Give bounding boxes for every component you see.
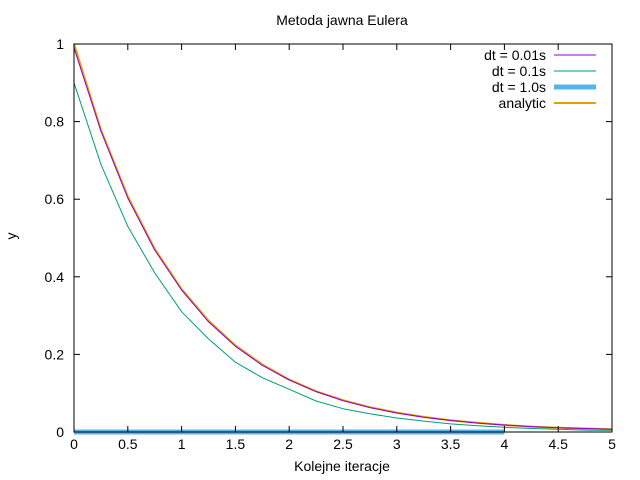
legend-label: dt = 0.01s [484,47,546,63]
axes-layer: 0 0.5 1 1.5 2 2.5 3 3.5 4 4.5 5 0 0.2 0.4 0.6 0.8 1 [45,36,617,452]
x-tick-label: 0 [70,436,78,452]
chart-title: Metoda jawna Eulera [276,12,408,28]
series-line-1 [73,82,613,431]
y-tick-label: 1 [56,36,64,52]
y-axis-label: y [3,233,19,240]
x-tick-label: 2 [285,436,293,452]
y-tick-label: 0.4 [45,269,65,285]
x-tick-label: 5 [608,436,616,452]
x-axis-label: Kolejne iteracje [294,458,390,474]
series-line-0 [73,47,613,430]
x-tick-label: 4 [501,436,509,452]
legend-label: dt = 1.0s [492,79,546,95]
x-tick-label: 4.5 [548,436,568,452]
legend-label: dt = 0.1s [492,63,546,79]
y-tick-label: 0.2 [45,346,65,362]
y-tick-label: 0.6 [45,191,65,207]
x-tick-label: 1.5 [226,436,246,452]
y-tick-label: 0 [56,424,64,440]
x-tick-label: 1 [178,436,186,452]
x-tick-label: 2.5 [333,436,353,452]
x-tick-label: 3 [393,436,401,452]
x-tick-label: 0.5 [118,436,138,452]
x-tick-label: 3.5 [441,436,461,452]
legend-label: analytic [499,95,546,111]
y-tick-label: 0.8 [45,114,65,130]
